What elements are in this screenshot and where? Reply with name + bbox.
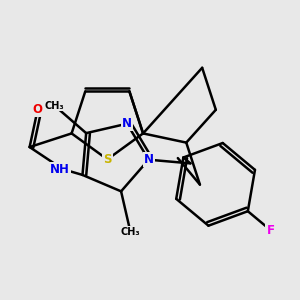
Text: N: N <box>144 153 154 166</box>
Text: CH₃: CH₃ <box>45 100 64 111</box>
Text: NH: NH <box>50 163 70 176</box>
Text: CH₃: CH₃ <box>121 227 140 237</box>
Text: S: S <box>103 153 112 166</box>
Text: N: N <box>122 117 132 130</box>
Text: O: O <box>33 103 43 116</box>
Text: F: F <box>266 224 274 236</box>
